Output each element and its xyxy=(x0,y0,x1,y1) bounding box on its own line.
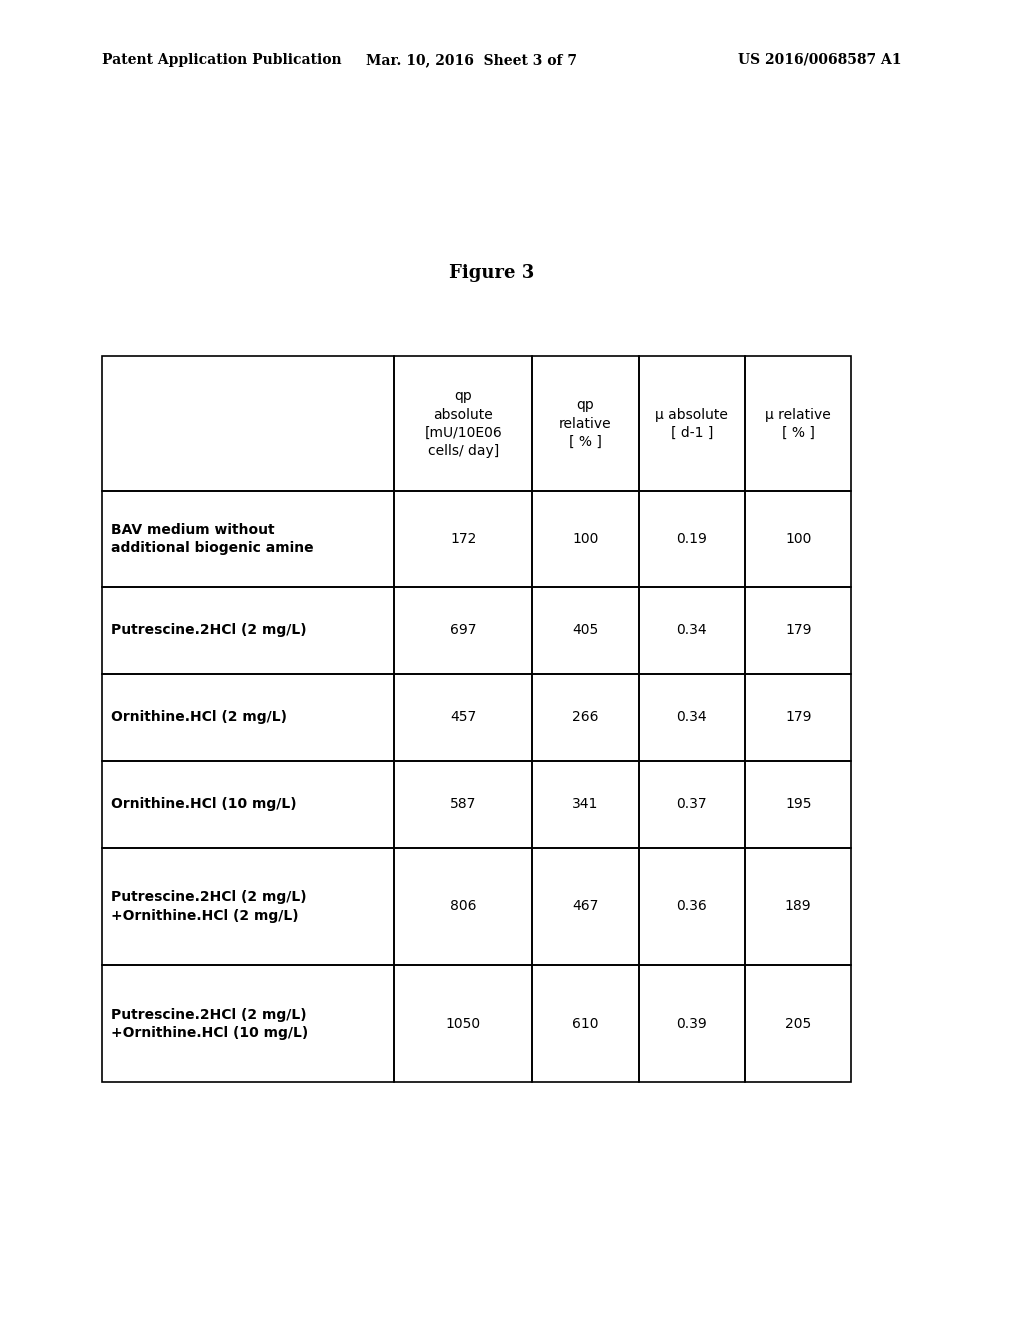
Text: Mar. 10, 2016  Sheet 3 of 7: Mar. 10, 2016 Sheet 3 of 7 xyxy=(366,53,577,67)
Text: 697: 697 xyxy=(450,623,476,638)
Text: Patent Application Publication: Patent Application Publication xyxy=(102,53,342,67)
Text: qp
relative
[ % ]: qp relative [ % ] xyxy=(559,399,611,449)
Text: 179: 179 xyxy=(785,710,811,725)
Text: 457: 457 xyxy=(450,710,476,725)
Text: Putrescine.2HCl (2 mg/L)
+Ornithine.HCl (2 mg/L): Putrescine.2HCl (2 mg/L) +Ornithine.HCl … xyxy=(111,890,306,923)
Text: 1050: 1050 xyxy=(445,1016,480,1031)
Text: 0.34: 0.34 xyxy=(677,623,708,638)
Text: 266: 266 xyxy=(572,710,599,725)
Text: 189: 189 xyxy=(785,899,812,913)
Text: 0.36: 0.36 xyxy=(677,899,708,913)
Text: Putrescine.2HCl (2 mg/L): Putrescine.2HCl (2 mg/L) xyxy=(111,623,306,638)
Text: Putrescine.2HCl (2 mg/L)
+Ornithine.HCl (10 mg/L): Putrescine.2HCl (2 mg/L) +Ornithine.HCl … xyxy=(111,1007,308,1040)
Text: BAV medium without
additional biogenic amine: BAV medium without additional biogenic a… xyxy=(111,523,313,556)
Text: 0.19: 0.19 xyxy=(676,532,708,546)
Text: 172: 172 xyxy=(450,532,476,546)
Text: Figure 3: Figure 3 xyxy=(449,264,535,282)
Text: 100: 100 xyxy=(785,532,811,546)
Text: μ relative
[ % ]: μ relative [ % ] xyxy=(765,408,831,440)
Text: 610: 610 xyxy=(572,1016,599,1031)
Text: μ absolute
[ d-1 ]: μ absolute [ d-1 ] xyxy=(655,408,728,440)
Text: 205: 205 xyxy=(785,1016,811,1031)
Text: qp
absolute
[mU/10E06
cells/ day]: qp absolute [mU/10E06 cells/ day] xyxy=(424,389,502,458)
Text: 405: 405 xyxy=(572,623,598,638)
Text: US 2016/0068587 A1: US 2016/0068587 A1 xyxy=(737,53,901,67)
Text: Ornithine.HCl (10 mg/L): Ornithine.HCl (10 mg/L) xyxy=(111,797,296,812)
Text: 587: 587 xyxy=(450,797,476,812)
Text: 195: 195 xyxy=(785,797,811,812)
Text: Ornithine.HCl (2 mg/L): Ornithine.HCl (2 mg/L) xyxy=(111,710,287,725)
Text: 806: 806 xyxy=(450,899,476,913)
Text: 100: 100 xyxy=(572,532,599,546)
Text: 467: 467 xyxy=(572,899,599,913)
Text: 0.34: 0.34 xyxy=(677,710,708,725)
Text: 341: 341 xyxy=(572,797,599,812)
Text: 179: 179 xyxy=(785,623,811,638)
Text: 0.37: 0.37 xyxy=(677,797,708,812)
Text: 0.39: 0.39 xyxy=(677,1016,708,1031)
